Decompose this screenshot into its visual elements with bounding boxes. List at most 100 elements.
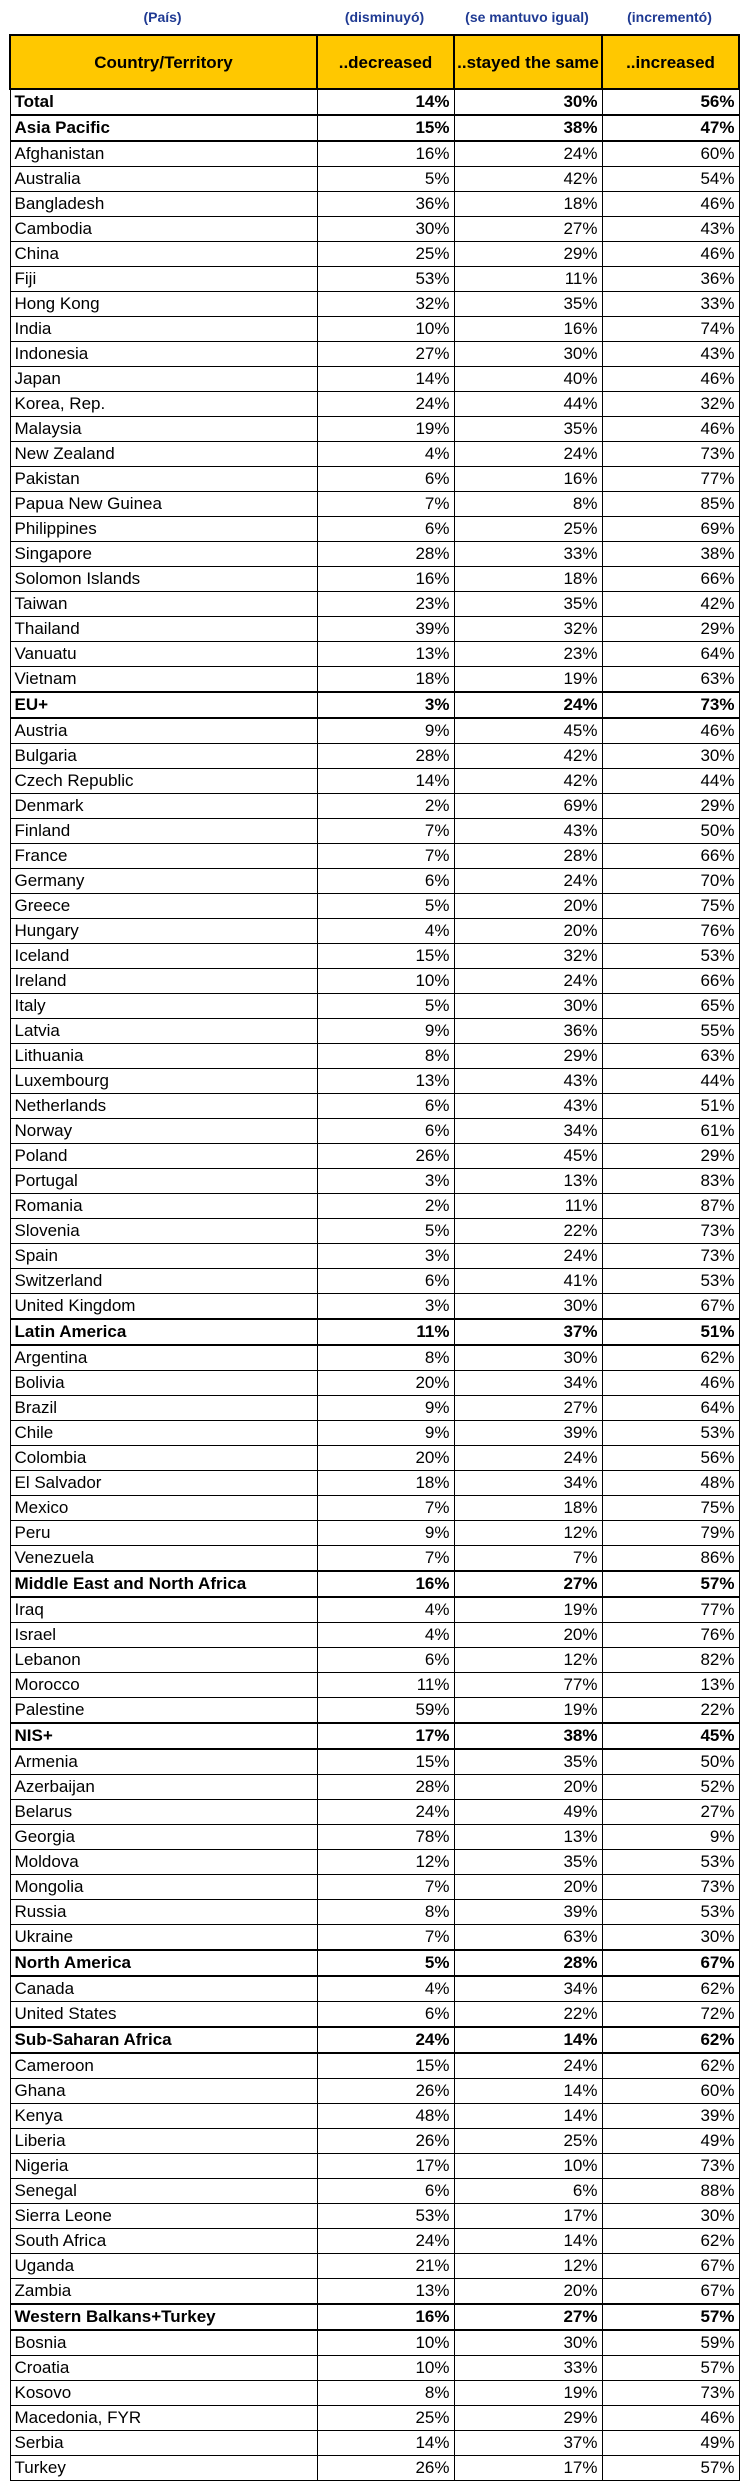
results-table: Country/Territory ..decreased ..stayed t… (9, 34, 740, 2481)
cell-decreased: 19% (316, 416, 455, 442)
table-row: Mexico 7% 18% 75% (9, 1495, 740, 1521)
cell-decreased: 26% (316, 2078, 455, 2104)
cell-increased: 30% (601, 2203, 740, 2229)
cell-decreased: 8% (316, 1043, 455, 1069)
cell-country: Croatia (9, 2355, 318, 2381)
cell-decreased: 6% (316, 516, 455, 542)
cell-decreased: 16% (316, 140, 455, 167)
cell-country: Germany (9, 868, 318, 894)
table-row: Iceland 15% 32% 53% (9, 943, 740, 969)
cell-decreased: 3% (316, 691, 455, 719)
cell-decreased: 13% (316, 1068, 455, 1094)
cell-same: 38% (453, 1722, 603, 1750)
cell-country: Serbia (9, 2430, 318, 2456)
cell-country: South Africa (9, 2228, 318, 2254)
cell-increased: 67% (601, 1949, 740, 1977)
table-row: Norway 6% 34% 61% (9, 1118, 740, 1144)
cell-increased: 83% (601, 1168, 740, 1194)
cell-country: Finland (9, 818, 318, 844)
cell-increased: 57% (601, 2455, 740, 2481)
cell-decreased: 4% (316, 1596, 455, 1623)
cell-decreased: 53% (316, 266, 455, 292)
cell-decreased: 24% (316, 1799, 455, 1825)
cell-decreased: 28% (316, 1774, 455, 1800)
cell-decreased: 7% (316, 1924, 455, 1951)
table-row-group: NIS+ 17% 38% 45% (9, 1722, 740, 1750)
cell-decreased: 18% (316, 1470, 455, 1496)
cell-same: 14% (453, 2026, 603, 2054)
cell-increased: 42% (601, 591, 740, 617)
cell-increased: 29% (601, 616, 740, 642)
cell-same: 29% (453, 2405, 603, 2431)
table-row: Venezuela 7% 7% 86% (9, 1545, 740, 1572)
cell-decreased: 3% (316, 1243, 455, 1269)
table-body: Total 14% 30% 56% Asia Pacific 15% 38% 47% Afgha… (9, 88, 740, 2481)
cell-increased: 74% (601, 316, 740, 342)
cell-country: Czech Republic (9, 768, 318, 794)
cell-country: Kosovo (9, 2380, 318, 2406)
cell-increased: 73% (601, 441, 740, 467)
cell-country: Armenia (9, 1748, 318, 1775)
table-row: India 10% 16% 74% (9, 316, 740, 342)
cell-same: 10% (453, 2153, 603, 2179)
spanish-header-same: (se mantuvo igual) (465, 9, 589, 25)
cell-country: Bosnia (9, 2329, 318, 2356)
cell-same: 30% (453, 341, 603, 367)
cell-decreased: 8% (316, 1344, 455, 1371)
table-row-group: Sub-Saharan Africa 24% 14% 62% (9, 2026, 740, 2054)
cell-country: Zambia (9, 2278, 318, 2305)
cell-decreased: 26% (316, 2455, 455, 2481)
spanish-header-decreased: (disminuyó) (344, 9, 425, 25)
cell-increased: 47% (601, 114, 740, 142)
cell-increased: 75% (601, 1495, 740, 1521)
cell-increased: 64% (601, 1395, 740, 1421)
cell-increased: 52% (601, 1774, 740, 1800)
table-row: Croatia 10% 33% 57% (9, 2355, 740, 2381)
cell-decreased: 17% (316, 2153, 455, 2179)
cell-decreased: 8% (316, 1899, 455, 1925)
cell-same: 12% (453, 1520, 603, 1546)
cell-country: NIS+ (9, 1722, 318, 1750)
cell-decreased: 24% (316, 391, 455, 417)
cell-same: 27% (453, 1570, 603, 1598)
cell-decreased: 26% (316, 1143, 455, 1169)
cell-increased: 43% (601, 216, 740, 242)
cell-decreased: 15% (316, 2052, 455, 2079)
cell-increased: 87% (601, 1193, 740, 1219)
cell-country: Thailand (9, 616, 318, 642)
cell-increased: 65% (601, 993, 740, 1019)
table-row: Luxembourg 13% 43% 44% (9, 1068, 740, 1094)
cell-same: 25% (453, 516, 603, 542)
cell-country: Vanuatu (9, 641, 318, 667)
table-row: Germany 6% 24% 70% (9, 868, 740, 894)
table-row: Thailand 39% 32% 29% (9, 616, 740, 642)
cell-same: 24% (453, 691, 603, 719)
cell-country: Uganda (9, 2253, 318, 2279)
cell-same: 35% (453, 591, 603, 617)
cell-decreased: 32% (316, 291, 455, 317)
cell-same: 19% (453, 1596, 603, 1623)
cell-country: India (9, 316, 318, 342)
table-row: Cameroon 15% 24% 62% (9, 2052, 740, 2079)
cell-increased: 67% (601, 2278, 740, 2305)
cell-decreased: 5% (316, 1218, 455, 1244)
cell-increased: 62% (601, 2052, 740, 2079)
cell-increased: 69% (601, 516, 740, 542)
table-row: France 7% 28% 66% (9, 843, 740, 869)
cell-same: 30% (453, 2329, 603, 2356)
cell-decreased: 5% (316, 993, 455, 1019)
cell-country: Hungary (9, 918, 318, 944)
cell-increased: 67% (601, 2253, 740, 2279)
cell-decreased: 78% (316, 1824, 455, 1850)
cell-increased: 33% (601, 291, 740, 317)
table-row: Chile 9% 39% 53% (9, 1420, 740, 1446)
cell-increased: 53% (601, 943, 740, 969)
cell-decreased: 26% (316, 2128, 455, 2154)
cell-country: Mexico (9, 1495, 318, 1521)
cell-country: United Kingdom (9, 1293, 318, 1320)
cell-increased: 9% (601, 1824, 740, 1850)
cell-increased: 56% (601, 1445, 740, 1471)
table-row: Fiji 53% 11% 36% (9, 266, 740, 292)
table-row: Peru 9% 12% 79% (9, 1520, 740, 1546)
table-row: Bulgaria 28% 42% 30% (9, 743, 740, 769)
